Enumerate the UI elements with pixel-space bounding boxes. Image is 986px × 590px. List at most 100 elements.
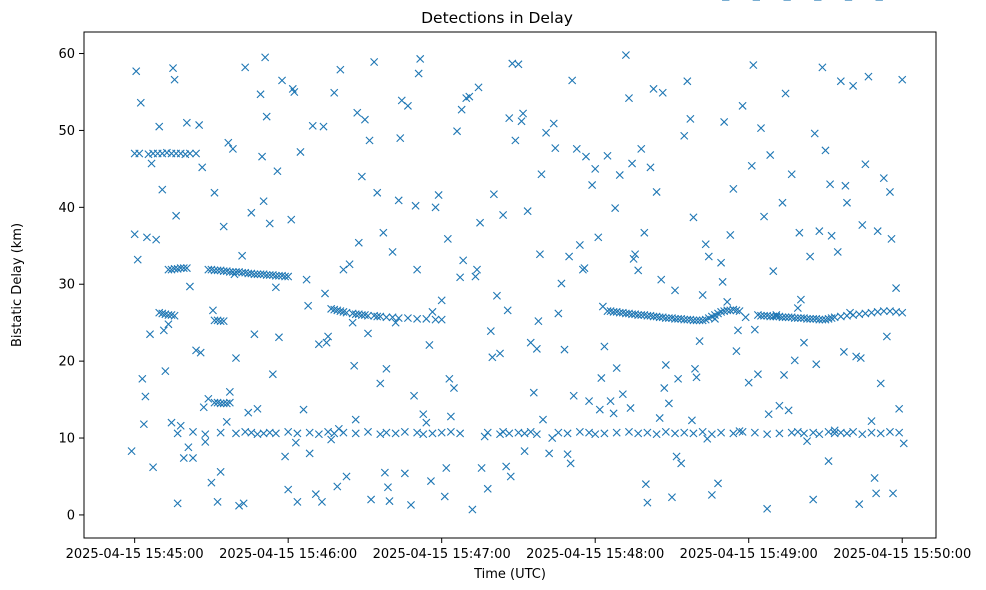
data-point bbox=[476, 218, 485, 227]
data-point bbox=[660, 384, 669, 393]
data-point-track-25.5km bbox=[790, 314, 799, 323]
data-point bbox=[849, 81, 858, 90]
x-tick-label: 2025-04-15 15:45:00 bbox=[66, 547, 204, 562]
data-point bbox=[483, 484, 492, 493]
data-point bbox=[535, 250, 544, 259]
data-point bbox=[517, 117, 526, 126]
data-point bbox=[127, 447, 136, 456]
data-point bbox=[718, 277, 727, 286]
data-point-clutter bbox=[526, 427, 535, 436]
data-point bbox=[496, 349, 505, 358]
data-point bbox=[588, 181, 597, 190]
data-point bbox=[760, 212, 769, 221]
data-point-track-14.5km bbox=[216, 399, 225, 408]
data-point-clutter bbox=[247, 428, 256, 437]
data-point bbox=[195, 121, 204, 130]
data-point bbox=[680, 131, 689, 140]
data-point bbox=[440, 492, 449, 501]
data-point bbox=[284, 485, 293, 494]
data-point bbox=[330, 88, 339, 97]
data-point-track-25.5km bbox=[815, 315, 824, 324]
data-markers bbox=[127, 0, 908, 514]
data-point bbox=[612, 364, 621, 373]
data-point bbox=[646, 163, 655, 172]
data-point-track-25km-short bbox=[216, 317, 225, 326]
data-point bbox=[726, 231, 735, 240]
data-point-clutter bbox=[652, 430, 661, 439]
data-point bbox=[299, 405, 308, 414]
data-point bbox=[333, 482, 342, 491]
data-point bbox=[396, 134, 405, 143]
data-point bbox=[367, 495, 376, 504]
data-point bbox=[640, 228, 649, 237]
data-point bbox=[445, 374, 454, 383]
data-point bbox=[228, 144, 237, 153]
data-point bbox=[155, 122, 164, 131]
data-point-track-26km-a bbox=[167, 311, 176, 319]
data-point bbox=[138, 374, 147, 383]
data-point bbox=[720, 117, 729, 126]
data-point-track-47km bbox=[135, 149, 144, 158]
data-point-track-26km-a bbox=[422, 314, 431, 323]
x-tick-label: 2025-04-15 15:49:00 bbox=[680, 547, 818, 562]
data-point bbox=[250, 330, 259, 339]
data-point-clutter bbox=[456, 429, 465, 438]
data-point-clutter bbox=[600, 429, 609, 438]
data-point-clutter bbox=[689, 429, 698, 438]
data-point-track-26km-b bbox=[634, 311, 643, 319]
data-point bbox=[262, 112, 271, 121]
data-point-clutter bbox=[437, 428, 446, 437]
data-point bbox=[841, 181, 850, 190]
data-point bbox=[456, 273, 465, 282]
data-point bbox=[858, 221, 867, 230]
data-point bbox=[305, 449, 314, 458]
data-point bbox=[353, 108, 362, 117]
data-point bbox=[199, 403, 208, 412]
data-point-clutter bbox=[849, 427, 858, 436]
data-point bbox=[322, 338, 331, 347]
data-point-track-26km-a bbox=[155, 308, 164, 317]
data-point bbox=[385, 497, 394, 506]
data-point bbox=[327, 435, 336, 444]
data-point-clutter bbox=[895, 428, 904, 437]
data-point bbox=[382, 364, 391, 373]
data-point bbox=[239, 499, 248, 508]
data-point bbox=[523, 207, 532, 216]
data-point bbox=[753, 370, 762, 379]
data-point bbox=[539, 415, 547, 424]
data-point bbox=[511, 136, 520, 145]
data-point bbox=[784, 406, 793, 415]
data-point bbox=[778, 198, 787, 207]
data-point bbox=[293, 497, 302, 506]
data-point bbox=[732, 347, 741, 356]
data-point-track-26km-a bbox=[336, 307, 345, 316]
data-point bbox=[545, 449, 554, 458]
data-point bbox=[278, 76, 287, 85]
data-point bbox=[686, 114, 695, 123]
data-point-clutter bbox=[750, 428, 759, 437]
data-point-track-25.5km bbox=[803, 314, 812, 323]
data-point-clutter bbox=[563, 429, 572, 438]
data-point-track-26km-b bbox=[692, 316, 701, 325]
data-point bbox=[342, 472, 351, 481]
data-point bbox=[422, 418, 431, 427]
data-point bbox=[591, 164, 600, 173]
data-point-track-26km-a bbox=[327, 304, 336, 313]
data-point bbox=[391, 318, 400, 327]
data-point bbox=[690, 364, 699, 373]
data-point-track-26km-b bbox=[698, 316, 707, 325]
data-point bbox=[649, 84, 658, 93]
data-point bbox=[532, 344, 541, 353]
data-point bbox=[815, 227, 824, 236]
data-point bbox=[671, 286, 680, 295]
data-point-clutter bbox=[505, 429, 514, 438]
y-tick-label: 60 bbox=[58, 47, 75, 62]
data-point-clutter bbox=[499, 427, 508, 436]
data-point bbox=[506, 472, 515, 481]
data-point bbox=[717, 258, 726, 267]
data-point bbox=[526, 338, 535, 347]
data-point bbox=[763, 504, 772, 513]
data-point bbox=[810, 129, 819, 138]
data-point-track-26km-a bbox=[360, 311, 369, 319]
data-point bbox=[468, 505, 477, 514]
